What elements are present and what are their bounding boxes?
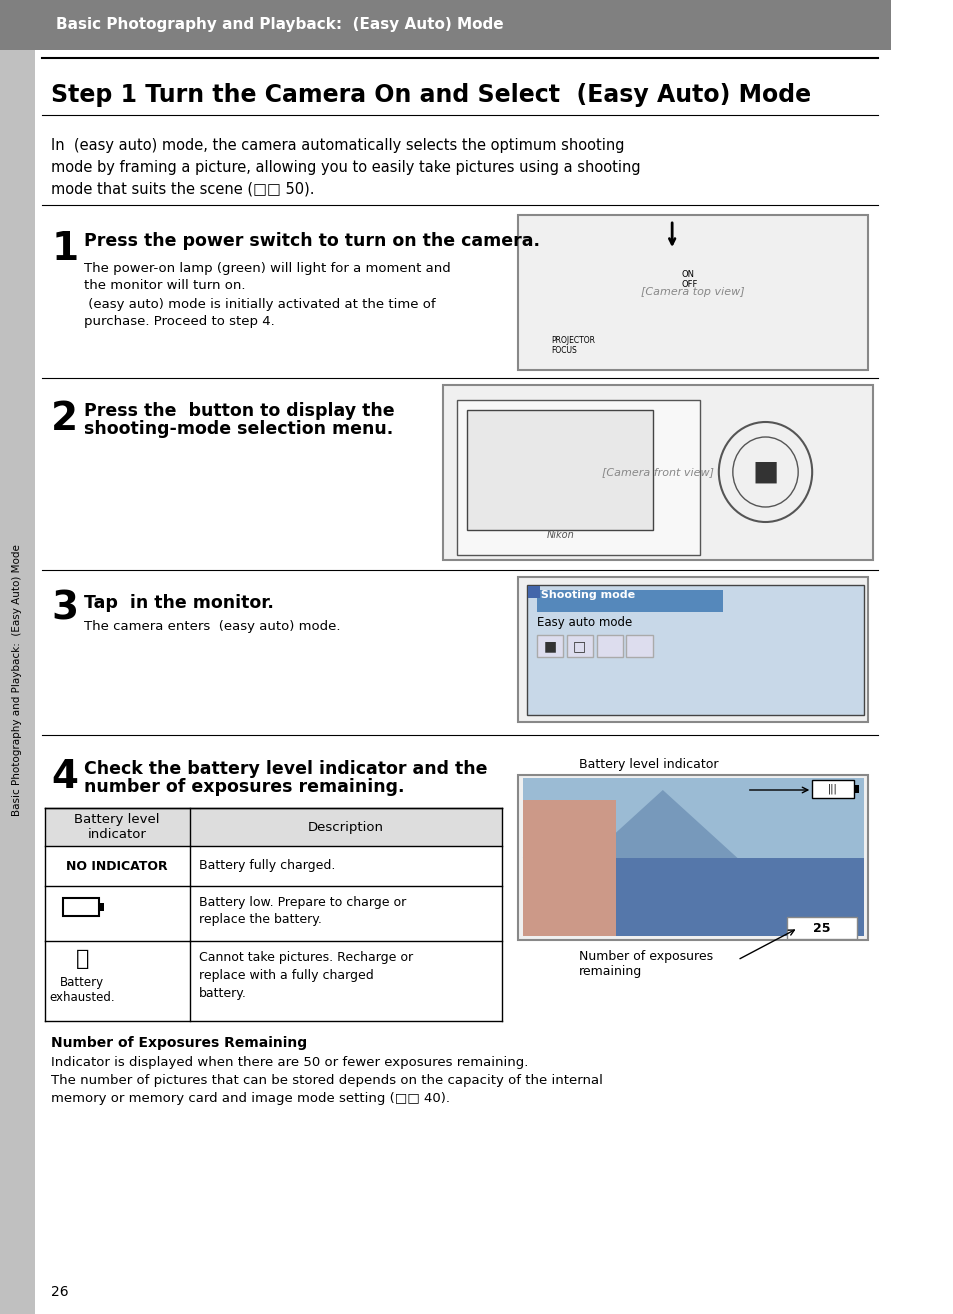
Text: replace with a fully charged: replace with a fully charged — [198, 968, 374, 982]
Text: number of exposures remaining.: number of exposures remaining. — [84, 778, 404, 796]
Text: Battery low. Prepare to charge or: Battery low. Prepare to charge or — [198, 896, 406, 909]
Text: mode that suits the scene (□□ 50).: mode that suits the scene (□□ 50). — [51, 183, 314, 197]
Text: Nikon: Nikon — [546, 530, 574, 540]
Text: purchase. Proceed to step 4.: purchase. Proceed to step 4. — [84, 315, 274, 328]
Text: Check the battery level indicator and the: Check the battery level indicator and th… — [84, 759, 487, 778]
Bar — [537, 590, 722, 612]
Text: Battery level
indicator: Battery level indicator — [74, 813, 160, 841]
Text: ON
OFF: ON OFF — [680, 269, 698, 289]
Text: Basic Photography and Playback:  (Easy Auto) Mode: Basic Photography and Playback: (Easy Au… — [11, 544, 22, 816]
Text: Battery: Battery — [60, 976, 104, 989]
Text: Number of Exposures Remaining: Number of Exposures Remaining — [51, 1035, 307, 1050]
Text: shooting-mode selection menu.: shooting-mode selection menu. — [84, 420, 393, 438]
Bar — [596, 635, 622, 657]
Bar — [786, 917, 856, 940]
Bar — [811, 781, 853, 798]
Text: Shooting mode: Shooting mode — [537, 590, 635, 600]
Text: □: □ — [573, 639, 586, 653]
Text: In  (easy auto) mode, the camera automatically selects the optimum shooting: In (easy auto) mode, the camera automati… — [51, 138, 624, 152]
Bar — [522, 858, 862, 936]
Text: Battery level indicator: Battery level indicator — [578, 758, 718, 771]
Text: ■: ■ — [542, 639, 556, 653]
Text: Battery fully charged.: Battery fully charged. — [198, 859, 335, 872]
Text: the monitor will turn on.: the monitor will turn on. — [84, 279, 245, 292]
Bar — [456, 399, 700, 555]
Text: mode by framing a picture, allowing you to easily take pictures using a shooting: mode by framing a picture, allowing you … — [51, 160, 640, 175]
Text: The camera enters  (easy auto) mode.: The camera enters (easy auto) mode. — [84, 620, 340, 633]
Text: [Camera front view]: [Camera front view] — [601, 466, 714, 477]
Text: Press the  button to display the: Press the button to display the — [84, 402, 395, 420]
Text: replace the battery.: replace the battery. — [198, 913, 321, 926]
Text: 4: 4 — [51, 758, 78, 796]
Text: Step 1 Turn the Camera On and Select  (Easy Auto) Mode: Step 1 Turn the Camera On and Select (Ea… — [51, 83, 811, 106]
Text: ■: ■ — [752, 459, 778, 486]
Bar — [626, 635, 652, 657]
Text: Number of exposures
remaining: Number of exposures remaining — [578, 950, 712, 978]
Bar — [0, 0, 890, 50]
Text: Basic Photography and Playback:  (Easy Auto) Mode: Basic Photography and Playback: (Easy Au… — [56, 17, 503, 33]
Text: Cannot take pictures. Recharge or: Cannot take pictures. Recharge or — [198, 951, 413, 964]
Text: Tap  in the monitor.: Tap in the monitor. — [84, 594, 274, 612]
Text: NO INDICATOR: NO INDICATOR — [67, 859, 168, 872]
Text: The power-on lamp (green) will light for a moment and: The power-on lamp (green) will light for… — [84, 261, 451, 275]
Text: [Camera top view]: [Camera top view] — [640, 286, 743, 297]
Text: 2: 2 — [51, 399, 78, 438]
Bar — [566, 635, 592, 657]
Text: battery.: battery. — [198, 987, 247, 1000]
Text: ⓘ: ⓘ — [75, 949, 89, 968]
Bar — [537, 635, 562, 657]
Text: Easy auto mode: Easy auto mode — [537, 616, 632, 629]
Text: 1: 1 — [51, 230, 78, 268]
Polygon shape — [587, 790, 737, 858]
Text: PROJECTOR
FOCUS: PROJECTOR FOCUS — [550, 335, 594, 355]
Text: 3: 3 — [51, 590, 78, 628]
Bar — [527, 585, 862, 715]
Bar — [517, 577, 867, 721]
Text: 26: 26 — [51, 1285, 69, 1300]
Bar — [466, 410, 653, 530]
Text: memory or memory card and image mode setting (□□ 40).: memory or memory card and image mode set… — [51, 1092, 450, 1105]
Polygon shape — [522, 800, 634, 858]
Bar — [99, 903, 104, 911]
Bar — [517, 215, 867, 371]
Bar — [64, 897, 99, 916]
Bar — [522, 778, 862, 936]
Text: The number of pictures that can be stored depends on the capacity of the interna: The number of pictures that can be store… — [51, 1074, 602, 1087]
Text: Description: Description — [308, 820, 383, 833]
Bar — [45, 808, 501, 846]
Text: (easy auto) mode is initially activated at the time of: (easy auto) mode is initially activated … — [84, 298, 436, 311]
Bar — [517, 775, 867, 940]
Text: 25: 25 — [812, 921, 829, 934]
Text: Press the power switch to turn on the camera.: Press the power switch to turn on the ca… — [84, 233, 539, 250]
Text: |||: ||| — [827, 783, 837, 794]
Bar — [522, 778, 862, 858]
Bar — [528, 586, 539, 598]
Bar — [522, 800, 616, 936]
Bar — [0, 50, 35, 1314]
Bar — [443, 385, 872, 560]
Text: exhausted.: exhausted. — [50, 991, 115, 1004]
Text: Indicator is displayed when there are 50 or fewer exposures remaining.: Indicator is displayed when there are 50… — [51, 1056, 528, 1070]
Bar — [853, 784, 858, 794]
